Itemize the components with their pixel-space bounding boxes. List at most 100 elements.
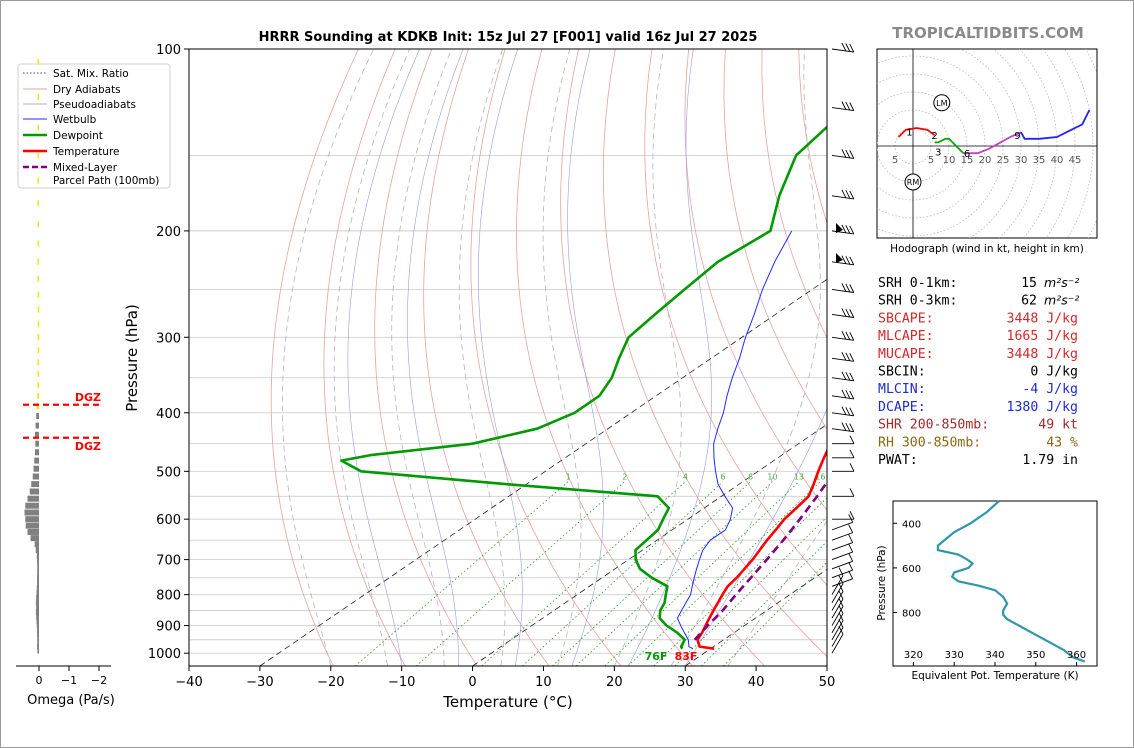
- wind-barb-flag: [849, 372, 855, 381]
- omega-bar: [37, 631, 39, 638]
- theta-e-frame: [892, 500, 1098, 667]
- dry-adiabat: [644, 49, 827, 586]
- wind-barb-staff: [831, 154, 854, 159]
- chart-title: HRRR Sounding at KDKB Init: 15z Jul 27 […: [259, 30, 758, 45]
- pseudoadiabat: [670, 49, 821, 666]
- hodograph-storm-motion-marker: [933, 94, 951, 112]
- hodograph-ring-label: 15: [961, 155, 974, 166]
- omega-bar: [37, 93, 40, 100]
- surface-temp-label: 83F: [675, 650, 698, 663]
- wind-barb-flag: [841, 224, 847, 234]
- wind-barb-staff: [831, 195, 854, 200]
- x-tick-label: 40: [748, 675, 765, 690]
- hodograph-ring-label: 45: [1069, 155, 1082, 166]
- omega-bar: [29, 488, 39, 495]
- wind-barb-flag: [841, 255, 847, 264]
- wind-barb-flag: [845, 407, 851, 416]
- wind-barb-flag: [838, 619, 844, 628]
- wind-barb-flag: [841, 331, 847, 340]
- omega-bar: [37, 392, 39, 399]
- wind-barb-flag: [848, 524, 854, 533]
- omega-bar: [25, 522, 39, 529]
- wind-barb-staff: [831, 560, 853, 570]
- omega-bar: [37, 177, 40, 184]
- wind-barb-flag: [845, 101, 851, 111]
- pseudoadiabat: [613, 49, 682, 666]
- x-tick-label: 10: [535, 675, 552, 690]
- hodograph-height-label: 6: [964, 149, 970, 160]
- mixing-ratio-line: [522, 481, 724, 666]
- y-tick-label: 900: [156, 620, 181, 635]
- legend-label: Wetbulb: [53, 114, 97, 126]
- mixing-ratio-line: [354, 481, 569, 666]
- legend-label: Sat. Mix. Ratio: [53, 68, 129, 80]
- wind-barb-flag: [849, 43, 855, 53]
- index-name: SRH 0-1km:: [878, 276, 957, 291]
- wind-barb-flag: [841, 389, 847, 398]
- omega-bar: [37, 200, 40, 207]
- wind-barb-flag: [849, 353, 855, 362]
- dry-adiabat: [723, 49, 827, 430]
- y-tick-label: 1000: [148, 647, 181, 662]
- wind-barb-staff: [831, 532, 853, 541]
- index-name: MLCAPE:: [878, 329, 934, 344]
- wind-barb-flag: [845, 390, 851, 399]
- x-tick-label: −10: [388, 675, 415, 690]
- wind-barb-staff: [831, 230, 854, 235]
- series-dewpoint: [340, 125, 827, 650]
- wind-barb-flag: [845, 372, 851, 381]
- dry-adiabat: [470, 49, 622, 666]
- series-mixed-layer-parcel-path-100mb: [693, 479, 827, 641]
- wetbulb-reference-curve: [567, 49, 604, 666]
- omega-bar: [27, 528, 39, 535]
- omega-bar: [37, 258, 40, 265]
- omega-bar: [37, 563, 39, 570]
- wind-barb-flag: [841, 352, 847, 361]
- dgz-label: DGZ: [75, 440, 101, 453]
- omega-bar: [37, 347, 40, 354]
- wind-barb-flag: [845, 331, 851, 340]
- omega-bar: [37, 306, 40, 313]
- pseudoadiabat: [458, 49, 506, 666]
- hodograph-frame: [876, 48, 1098, 239]
- legend: Sat. Mix. Ratio Dry Adiabats Pseudoadiabat…: [17, 63, 171, 189]
- omega-bar: [37, 291, 40, 298]
- wind-barb-flag: [845, 352, 851, 361]
- dry-adiabat: [423, 49, 550, 666]
- wetbulb-reference-curve: [347, 49, 420, 666]
- wind-barb-flag: [849, 150, 855, 159]
- surface-dewpoint-label: 76F: [645, 650, 668, 663]
- omega-bar: [36, 594, 39, 601]
- wind-barb-flag: [845, 190, 851, 199]
- omega-bar: [37, 334, 40, 341]
- wind-barb-flag: [845, 283, 851, 293]
- pseudoadiabat: [542, 49, 582, 666]
- wind-barb-pennant: [836, 253, 843, 263]
- pseudoadiabat: [333, 49, 411, 666]
- hodograph-ring-label: 35: [1033, 155, 1046, 166]
- wind-barb-flag: [849, 256, 855, 266]
- dry-adiabat: [560, 49, 765, 666]
- legend-label: Mixed-Layer: [53, 162, 118, 174]
- wind-barb-staff: [831, 551, 853, 561]
- pseudoadiabat: [391, 49, 452, 666]
- omega-bar: [36, 589, 39, 596]
- wind-barb-flag: [838, 605, 844, 614]
- x-tick-label: 0: [468, 675, 476, 690]
- wind-barb-staff: [831, 412, 854, 417]
- index-value: 1665 J/kg: [1007, 329, 1078, 344]
- y-tick-label: 700: [156, 554, 181, 569]
- wind-barb-flag: [849, 190, 855, 200]
- legend-label: Parcel Path (100mb): [53, 175, 159, 187]
- wind-barb-flag: [849, 510, 855, 520]
- wind-barb-staff: [831, 521, 853, 531]
- wind-barb-flag: [841, 42, 847, 52]
- omega-bar: [31, 481, 39, 488]
- wetbulb-reference-curve: [628, 49, 712, 666]
- mixing-ratio-line: [674, 516, 827, 666]
- x-tick-label: 20: [606, 675, 623, 690]
- wind-barb-staff: [831, 107, 854, 112]
- wind-barb-flag: [838, 625, 844, 635]
- y-tick-label: 500: [156, 465, 181, 480]
- wind-barb-flag: [849, 332, 855, 341]
